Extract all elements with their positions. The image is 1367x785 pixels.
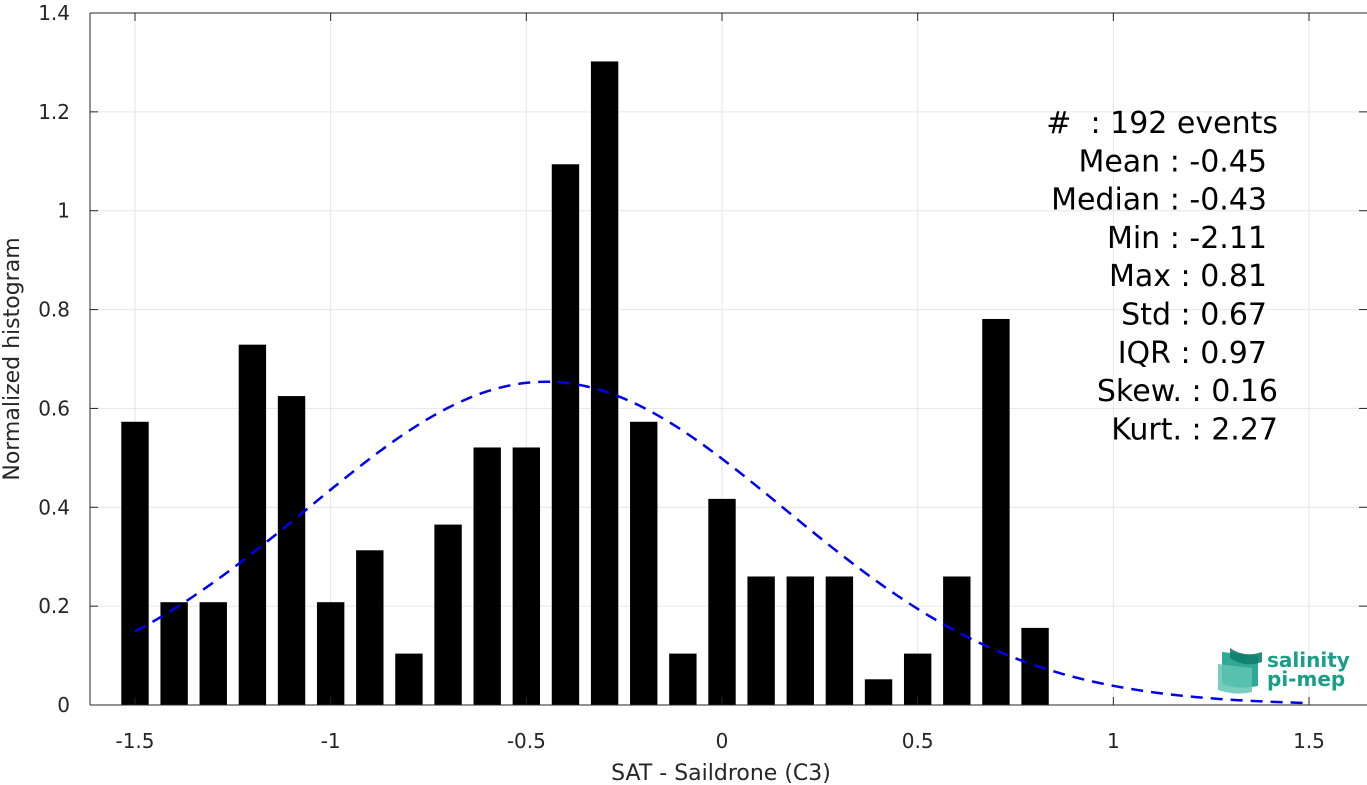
x-tick-label: 1.5 bbox=[1293, 729, 1325, 753]
histogram-bar bbox=[825, 576, 854, 705]
y-axis-ticks: 0 0.2 0.4 0.6 0.8 1 1.2 1.4 bbox=[38, 1, 1367, 717]
stats-line: Max : 0.81 bbox=[1109, 259, 1267, 294]
y-tick-label: 1 bbox=[57, 199, 70, 223]
histogram-bar bbox=[630, 421, 658, 705]
x-tick-label: -0.5 bbox=[507, 729, 546, 753]
stats-line: Std : 0.67 bbox=[1121, 298, 1267, 333]
histogram-bar bbox=[395, 653, 423, 705]
y-tick-label: 1.4 bbox=[38, 1, 70, 25]
histogram-bar bbox=[943, 576, 971, 705]
stats-line: Median : -0.43 bbox=[1051, 183, 1267, 218]
stats-line: Skew. : 0.16 bbox=[1097, 374, 1278, 409]
histogram-bar bbox=[473, 447, 501, 705]
y-tick-label: 1.2 bbox=[38, 100, 70, 124]
x-axis-ticks: -1.5 -1 -0.5 0 0.5 1 1.5 bbox=[115, 13, 1325, 753]
x-tick-label: 1 bbox=[1107, 729, 1120, 753]
histogram-bar bbox=[747, 576, 775, 705]
y-tick-label: 0 bbox=[57, 693, 70, 717]
x-tick-label: -1.5 bbox=[115, 729, 154, 753]
logo-text-line2: pi-mep bbox=[1267, 667, 1345, 691]
histogram-bar bbox=[512, 447, 541, 705]
histogram-bar bbox=[903, 653, 932, 705]
stats-line: IQR : 0.97 bbox=[1118, 336, 1267, 371]
stats-line: # : 192 events bbox=[1046, 106, 1278, 141]
x-axis-title: SAT - Saildrone (C3) bbox=[611, 761, 831, 785]
histogram-bar bbox=[199, 602, 227, 705]
histogram-bar bbox=[864, 679, 893, 705]
y-tick-label: 0.8 bbox=[38, 298, 70, 322]
histogram-bars bbox=[121, 61, 1049, 705]
stats-line: Min : -2.11 bbox=[1107, 221, 1267, 256]
histogram-bar bbox=[590, 61, 619, 705]
histogram-bar bbox=[356, 550, 384, 705]
logo-text-line1: salinity bbox=[1267, 648, 1350, 672]
x-tick-label: 0.5 bbox=[902, 729, 934, 753]
histogram-bar bbox=[238, 344, 267, 705]
x-tick-label: 0 bbox=[716, 729, 729, 753]
y-axis-title: Normalized histogram bbox=[0, 237, 25, 480]
histogram-bar bbox=[434, 524, 462, 705]
stats-line: Mean : -0.45 bbox=[1078, 144, 1267, 179]
x-tick-label: -1 bbox=[321, 729, 341, 753]
axes bbox=[89, 12, 1367, 706]
histogram-bar bbox=[982, 318, 1010, 705]
histogram-bar bbox=[160, 602, 188, 705]
histogram-bar bbox=[786, 576, 814, 705]
y-tick-label: 0.4 bbox=[38, 495, 70, 519]
stats-line: Kurt. : 2.27 bbox=[1111, 412, 1278, 447]
salinity-pi-mep-logo: salinity pi-mep bbox=[1218, 648, 1350, 694]
y-tick-label: 0.2 bbox=[38, 594, 70, 618]
y-tick-label: 0.6 bbox=[38, 396, 70, 420]
histogram-bar bbox=[121, 421, 149, 705]
histogram-bar bbox=[277, 396, 306, 705]
wave-logo-icon bbox=[1218, 648, 1262, 694]
histogram-bar bbox=[669, 653, 697, 705]
histogram-bar bbox=[708, 498, 736, 705]
gaussian-fit-curve bbox=[134, 380, 1310, 705]
histogram-bar bbox=[551, 164, 580, 705]
histogram-bar bbox=[316, 602, 345, 705]
